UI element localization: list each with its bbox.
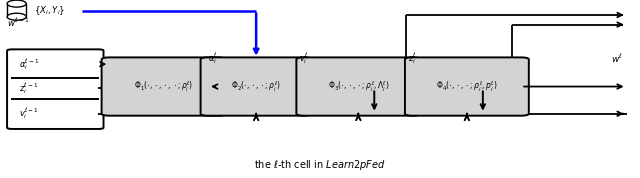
Ellipse shape [7,0,26,7]
Text: $\Phi_3(\cdot,\cdot,\cdot;\rho_i^\ell,\Lambda_i^\ell)$: $\Phi_3(\cdot,\cdot,\cdot;\rho_i^\ell,\L… [328,79,389,94]
Text: $v_i^\ell$: $v_i^\ell$ [300,51,308,66]
Text: $\alpha_i^{\ell-1}$: $\alpha_i^{\ell-1}$ [19,57,39,72]
FancyBboxPatch shape [200,57,312,116]
Ellipse shape [7,13,26,20]
Text: $\alpha_i^\ell$: $\alpha_i^\ell$ [208,51,218,66]
Text: $\Phi_2(\cdot,\cdot,\cdot;\rho_i^\ell)$: $\Phi_2(\cdot,\cdot,\cdot;\rho_i^\ell)$ [231,79,281,94]
Text: $\Phi_1(\cdot,\cdot,\cdot,\cdot;\rho_i^\ell)$: $\Phi_1(\cdot,\cdot,\cdot,\cdot;\rho_i^\… [134,79,193,94]
Text: $w^\ell$: $w^\ell$ [611,52,623,65]
FancyBboxPatch shape [102,57,225,116]
Text: $\{X_i, Y_i\}$: $\{X_i, Y_i\}$ [34,4,65,17]
Text: $\Phi_4(\cdot,\cdot,\cdot;\rho_i^\ell,p_i^\ell)$: $\Phi_4(\cdot,\cdot,\cdot;\rho_i^\ell,p_… [436,79,498,94]
Bar [7,4,26,17]
Text: $z_i^{\ell-1}$: $z_i^{\ell-1}$ [19,81,38,96]
Text: the $\ell$-th cell in $\mathit{Learn2pFed}$: the $\ell$-th cell in $\mathit{Learn2pFe… [254,158,386,172]
Text: $v_i^{\ell-1}$: $v_i^{\ell-1}$ [19,106,38,121]
Text: $w^{\ell-1}$: $w^{\ell-1}$ [7,17,29,29]
FancyBboxPatch shape [7,49,104,129]
Text: $z_i^\ell$: $z_i^\ell$ [408,51,417,66]
FancyBboxPatch shape [405,57,529,116]
FancyBboxPatch shape [296,57,420,116]
